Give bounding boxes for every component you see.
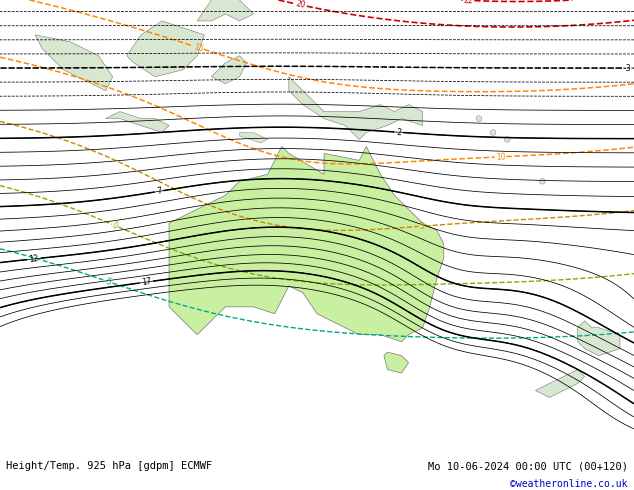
Polygon shape: [106, 112, 169, 132]
Text: 22: 22: [463, 0, 474, 5]
Polygon shape: [169, 147, 444, 342]
Text: Mo 10-06-2024 00:00 UTC (00+120): Mo 10-06-2024 00:00 UTC (00+120): [428, 462, 628, 471]
Circle shape: [490, 130, 496, 135]
Text: 7: 7: [156, 187, 162, 196]
Polygon shape: [197, 0, 254, 21]
Polygon shape: [240, 132, 268, 143]
Text: -5: -5: [103, 276, 113, 287]
Text: 10: 10: [495, 152, 505, 162]
Text: Height/Temp. 925 hPa [gdpm] ECMWF: Height/Temp. 925 hPa [gdpm] ECMWF: [6, 462, 212, 471]
Circle shape: [540, 178, 545, 184]
Text: -3: -3: [624, 64, 631, 73]
Text: 20: 20: [295, 0, 307, 10]
Polygon shape: [384, 352, 408, 373]
Circle shape: [476, 116, 482, 122]
Text: 2: 2: [396, 127, 401, 137]
Text: 15: 15: [192, 42, 204, 53]
Polygon shape: [36, 35, 113, 91]
Text: ©weatheronline.co.uk: ©weatheronline.co.uk: [510, 479, 628, 489]
Polygon shape: [211, 56, 247, 84]
Text: 12: 12: [29, 254, 39, 264]
Circle shape: [505, 137, 510, 142]
Polygon shape: [289, 77, 423, 140]
Text: 17: 17: [141, 277, 152, 287]
Text: 0: 0: [111, 220, 119, 231]
Polygon shape: [127, 21, 204, 77]
Polygon shape: [535, 369, 585, 397]
Text: 5: 5: [419, 221, 425, 231]
Polygon shape: [578, 321, 620, 356]
